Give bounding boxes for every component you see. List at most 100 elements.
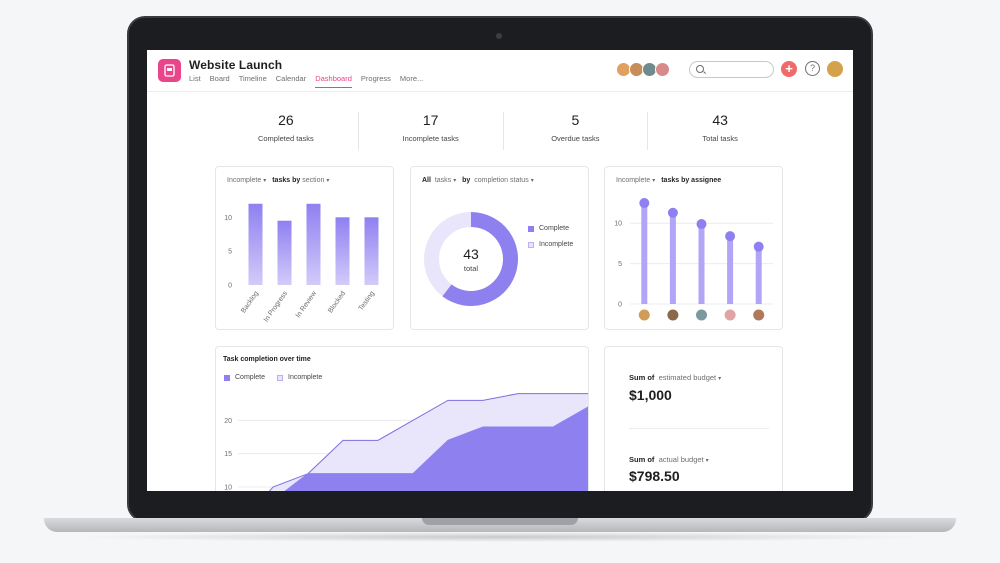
- stat-completed: 26 Completed tasks: [214, 112, 359, 150]
- assignee-chart-card: Incomplete ▾ tasks by assignee 0 5 10: [604, 166, 783, 330]
- camera: [496, 33, 502, 39]
- bar: [306, 203, 321, 285]
- user-avatar[interactable]: [827, 61, 843, 77]
- member-avatars[interactable]: [616, 62, 670, 77]
- bar: [248, 203, 263, 285]
- bar: [277, 220, 292, 285]
- help-icon[interactable]: ?: [805, 61, 820, 76]
- y-tick-label: 5: [618, 261, 622, 268]
- section-bar-chart-card: Incomplete ▾ tasks by section ▾ 0 5 10 Backlo…: [215, 166, 394, 330]
- legend-label: Complete: [539, 225, 569, 232]
- assignee-avatar: [723, 308, 737, 322]
- stat-total: 43 Total tasks: [648, 112, 792, 150]
- tab-timeline[interactable]: Timeline: [238, 74, 267, 83]
- estimated-budget-value: $1,000: [629, 387, 672, 403]
- legend-swatch: [528, 225, 534, 232]
- bar: [364, 217, 379, 285]
- field-dropdown[interactable]: actual budget: [658, 455, 704, 464]
- assignee-avatar: [666, 308, 680, 322]
- assignee-avatar: [752, 308, 766, 322]
- stat-value: 43: [712, 112, 728, 128]
- tab-list[interactable]: List: [189, 74, 201, 83]
- project-tabs: List Board Timeline Calendar Dashboard P…: [189, 74, 432, 88]
- lollipop-stem: [669, 212, 676, 304]
- card-header: Incomplete ▾ tasks by section ▾: [227, 177, 333, 184]
- stat-overdue: 5 Overdue tasks: [504, 112, 649, 150]
- complete-series-area: [285, 407, 588, 491]
- laptop-shadow: [70, 532, 930, 542]
- legend-swatch: [277, 374, 283, 381]
- search-icon: [696, 65, 704, 73]
- lollipop-point: [696, 219, 707, 230]
- x-tick-label: Testing: [358, 290, 377, 312]
- document-icon: [164, 64, 175, 77]
- lollipop-point: [667, 207, 678, 218]
- stat-label: Completed tasks: [257, 134, 314, 143]
- chevron-down-icon: ▾: [705, 458, 709, 464]
- donut-chart: 43 total: [424, 212, 518, 306]
- legend-swatch: [224, 374, 230, 381]
- legend-complete: Complete: [224, 374, 265, 381]
- x-tick-label: In Progress: [263, 290, 290, 324]
- assignee-avatar: [695, 308, 708, 322]
- y-tick-label: 15: [224, 451, 232, 458]
- legend-complete: Complete: [528, 225, 569, 232]
- card-header-text: tasks by: [272, 177, 301, 184]
- y-tick-label: 10: [614, 221, 622, 228]
- chevron-down-icon: ▾: [263, 178, 267, 184]
- stat-label: Total tasks: [702, 134, 738, 143]
- project-icon[interactable]: [158, 59, 181, 82]
- assignee-chart: 0 5 10: [614, 198, 773, 322]
- stat-label: Incomplete tasks: [402, 134, 459, 143]
- bar: [335, 217, 350, 285]
- card-header: All tasks ▾ by completion status ▾: [422, 177, 538, 184]
- legend-label: Incomplete: [288, 374, 323, 381]
- group-dropdown[interactable]: section: [302, 177, 325, 184]
- chevron-down-icon: ▾: [718, 376, 722, 382]
- scope-dropdown[interactable]: All: [422, 177, 431, 184]
- card-title: Task completion over time: [223, 356, 311, 363]
- tab-calendar[interactable]: Calendar: [275, 74, 307, 83]
- legend-incomplete: Incomplete: [277, 374, 322, 381]
- assignee-avatar: [637, 308, 651, 322]
- tab-more[interactable]: More...: [399, 74, 424, 83]
- completion-over-time-card: Task completion over time Complete Incom…: [215, 346, 589, 491]
- object-dropdown[interactable]: tasks: [434, 177, 452, 184]
- card-header-text: tasks by assignee: [661, 177, 722, 184]
- filter-dropdown[interactable]: Incomplete: [616, 177, 651, 184]
- field-dropdown[interactable]: estimated budget: [658, 373, 717, 382]
- chevron-down-icon: ▾: [453, 178, 457, 184]
- lollipop-stem: [755, 246, 762, 304]
- tab-dashboard[interactable]: Dashboard: [315, 74, 352, 88]
- donut-slice: [442, 212, 518, 306]
- lollipop-point: [753, 241, 764, 252]
- y-tick-label: 10: [224, 215, 232, 222]
- lollipop-stem: [698, 224, 705, 304]
- y-tick-label: 0: [228, 283, 232, 290]
- tab-progress[interactable]: Progress: [360, 74, 391, 83]
- legend-incomplete: Incomplete: [528, 241, 573, 248]
- search-input[interactable]: [689, 61, 774, 78]
- legend-label: Complete: [235, 374, 265, 381]
- add-button[interactable]: +: [781, 61, 797, 77]
- stat-label: Overdue tasks: [551, 134, 600, 143]
- y-tick-label: 20: [224, 418, 232, 425]
- y-tick-label: 5: [228, 249, 232, 256]
- lollipop-point: [639, 198, 650, 209]
- group-dropdown[interactable]: completion status: [474, 177, 529, 184]
- lollipop-stem: [641, 203, 648, 304]
- stat-value: 26: [278, 112, 294, 128]
- chevron-down-icon: ▾: [326, 178, 330, 184]
- laptop-base: [44, 518, 956, 532]
- filter-dropdown[interactable]: Incomplete: [227, 177, 262, 184]
- tab-board[interactable]: Board: [209, 74, 230, 83]
- y-tick-label: 0: [618, 302, 622, 309]
- project-title: Website Launch: [189, 58, 283, 72]
- card-header-text: by: [462, 177, 471, 184]
- actual-budget-value: $798.50: [629, 468, 680, 484]
- donut-slice: [424, 212, 471, 297]
- y-tick-label: 10: [224, 485, 232, 492]
- project-header: Website Launch List Board Timeline Calen…: [147, 50, 853, 92]
- legend-swatch: [528, 241, 534, 248]
- chevron-down-icon: ▾: [652, 178, 656, 184]
